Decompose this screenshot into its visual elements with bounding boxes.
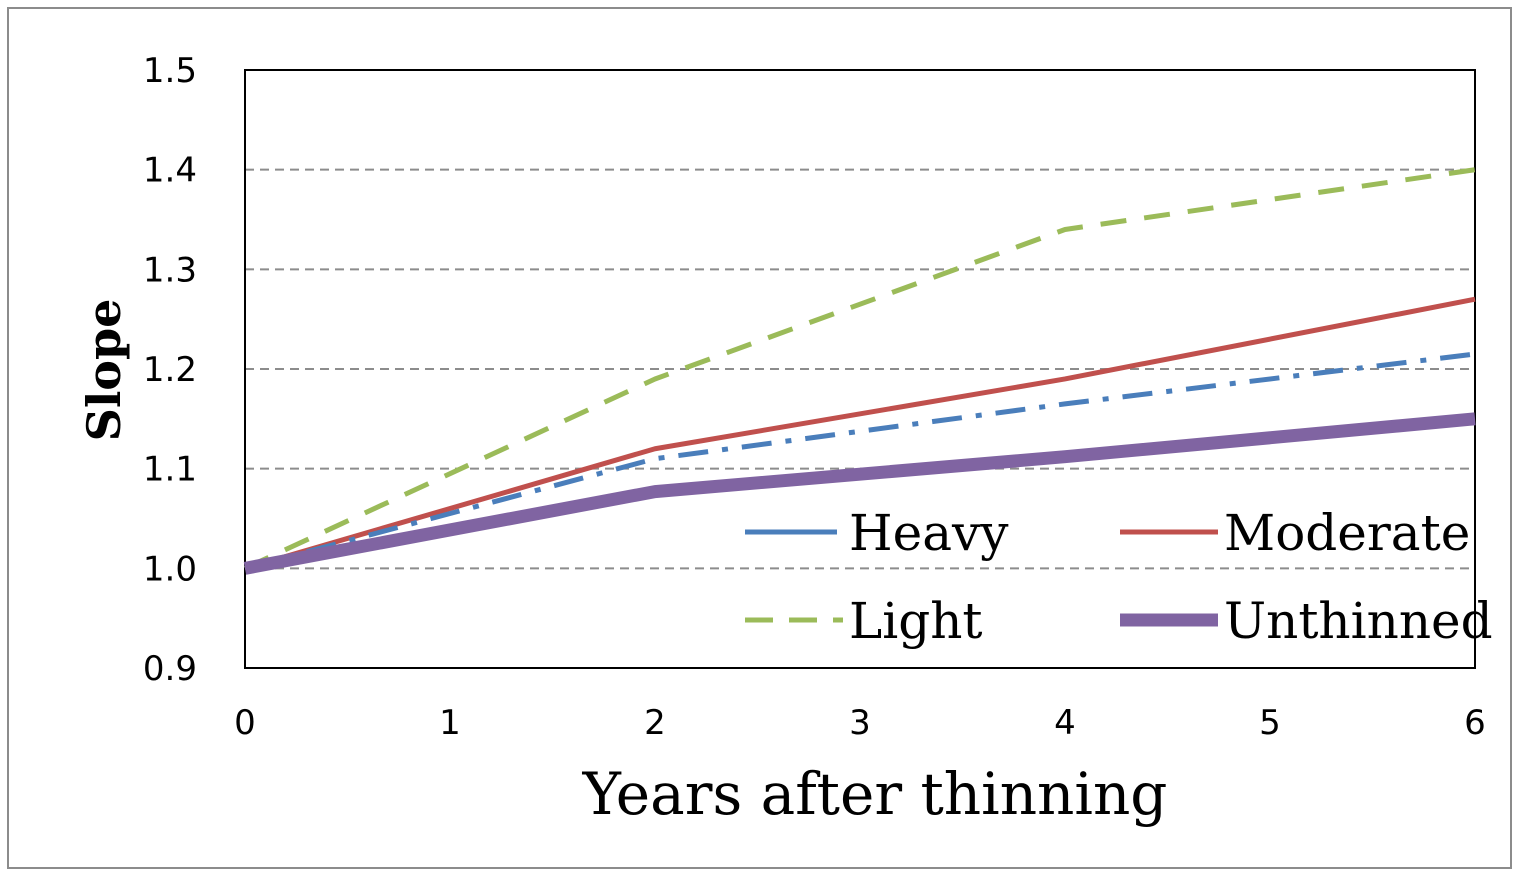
y-tick-label: 1.1 [143,450,197,490]
y-tick-label: 1.3 [143,250,197,290]
y-axis-title: Slope [77,299,131,442]
y-tick-label: 0.9 [143,649,197,689]
series-line-light [243,167,1476,571]
y-tick-label: 1.4 [143,151,197,191]
x-tick-label: 4 [1054,703,1076,743]
y-tick-label: 1.2 [143,350,197,390]
legend-label-light: Light [849,592,983,650]
legend: Heavy Moderate Light Unthinned [745,504,1493,650]
x-tick-label: 3 [849,703,871,743]
x-tick-label: 6 [1464,703,1486,743]
legend-label-moderate: Moderate [1224,504,1470,562]
x-tick-label: 0 [234,703,256,743]
x-axis-title: Years after thinning [582,760,1168,828]
y-tick-label: 1.5 [143,51,197,91]
x-tick-label: 1 [439,703,461,743]
plot-area-border [244,69,1476,669]
series-line-heavy [244,351,1476,571]
y-tick-label: 1.0 [143,549,197,589]
x-tick-label: 2 [644,703,666,743]
y-axis-ticks: 0.9 1.0 1.1 1.2 1.3 1.4 1.5 [143,51,197,689]
series-lines [243,167,1476,575]
x-axis-ticks: 0 1 2 3 4 5 6 [234,703,1486,743]
series-line-moderate [244,296,1476,571]
legend-label-unthinned: Unthinned [1224,592,1493,650]
legend-label-heavy: Heavy [849,504,1009,562]
series-line-unthinned [243,412,1476,575]
x-tick-label: 5 [1259,703,1281,743]
